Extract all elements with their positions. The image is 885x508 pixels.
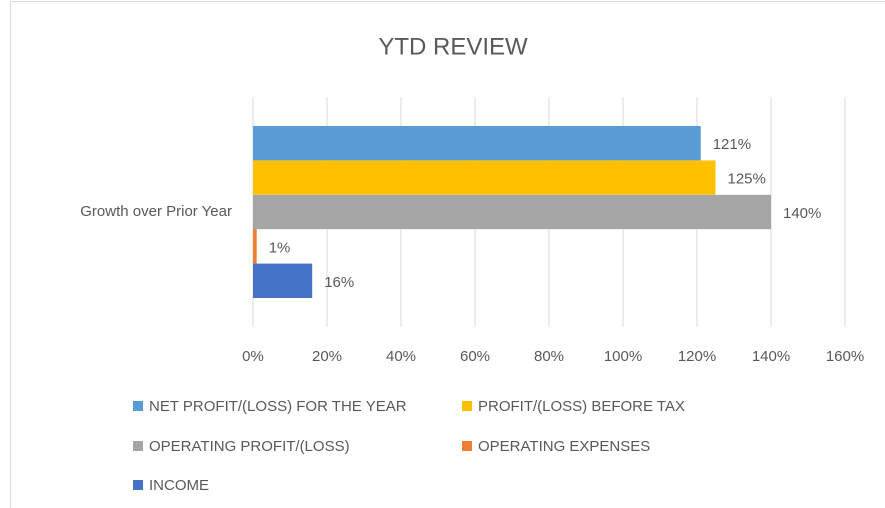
data-label: 125% <box>728 171 766 188</box>
legend-swatch <box>462 441 472 451</box>
legend-label: INCOME <box>149 477 209 494</box>
legend-label: NET PROFIT/(LOSS) FOR THE YEAR <box>149 398 407 415</box>
legend-label: OPERATING PROFIT/(LOSS) <box>149 438 350 455</box>
x-tick-label: 140% <box>752 348 790 365</box>
bar <box>253 160 716 195</box>
legend-swatch <box>462 401 472 411</box>
x-tick-label: 120% <box>678 348 716 365</box>
x-tick-label: 60% <box>460 348 490 365</box>
data-label: 140% <box>783 205 821 222</box>
bar <box>253 229 257 264</box>
legend-label: PROFIT/(LOSS) BEFORE TAX <box>478 398 685 415</box>
x-tick-label: 40% <box>386 348 416 365</box>
legend-swatch <box>133 441 143 451</box>
chart-border <box>10 1 885 508</box>
data-label: 1% <box>269 239 291 256</box>
data-label: 16% <box>324 274 354 291</box>
legend-swatch <box>133 480 143 490</box>
bar <box>253 126 701 161</box>
x-tick-label: 20% <box>312 348 342 365</box>
x-tick-label: 0% <box>242 348 264 365</box>
bar <box>253 263 313 298</box>
y-tick-label: Growth over Prior Year <box>80 203 232 220</box>
legend-swatch <box>133 401 143 411</box>
x-tick-label: 160% <box>826 348 864 365</box>
x-tick-label: 80% <box>534 348 564 365</box>
data-label: 121% <box>713 136 751 153</box>
legend-label: OPERATING EXPENSES <box>478 438 650 455</box>
x-tick-label: 100% <box>604 348 642 365</box>
bar <box>253 194 771 230</box>
chart-title: YTD REVIEW <box>378 33 528 60</box>
